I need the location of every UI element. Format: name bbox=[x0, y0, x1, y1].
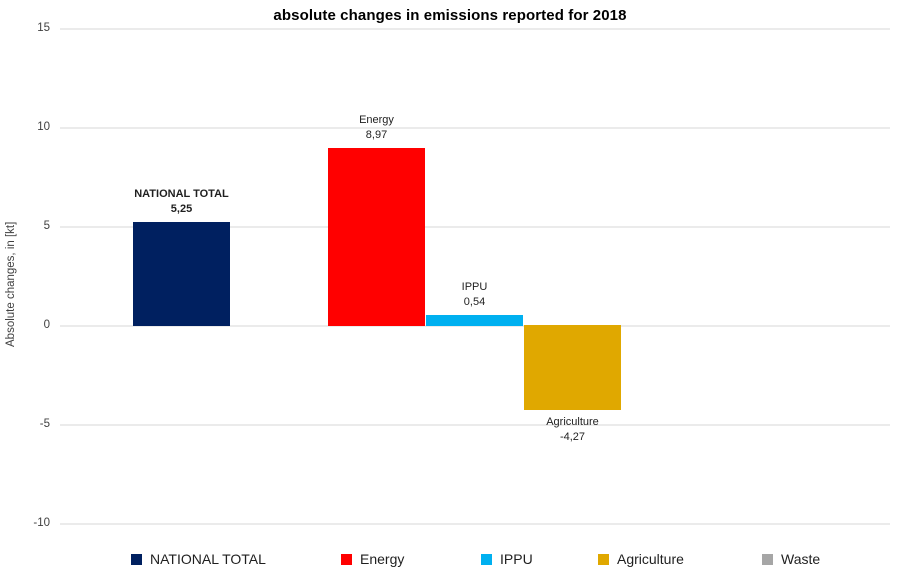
y-tick-label: 5 bbox=[43, 220, 50, 232]
bar-label-agriculture: Agriculture -4,27 bbox=[493, 415, 653, 445]
bar-ippu bbox=[426, 315, 523, 326]
bar-label-value: 0,54 bbox=[463, 296, 486, 309]
legend-swatch-icon bbox=[131, 553, 142, 565]
bar-energy bbox=[328, 148, 425, 326]
gridline-y--10 bbox=[60, 523, 890, 525]
y-tick-label: 10 bbox=[37, 121, 50, 133]
legend-item-agriculture: Agriculture bbox=[598, 551, 684, 567]
legend-item-waste: Waste bbox=[762, 551, 820, 567]
y-tick-label: 0 bbox=[43, 319, 50, 331]
y-tick-label: 15 bbox=[37, 22, 50, 34]
bar-label-value: 5,25 bbox=[170, 203, 193, 216]
bar-label-value: -4,27 bbox=[559, 430, 586, 443]
gridline-y-10 bbox=[60, 127, 890, 129]
bar-label-energy: Energy 8,97 bbox=[297, 113, 457, 143]
gridline-y-0 bbox=[60, 325, 890, 327]
legend-item-label: Waste bbox=[781, 551, 821, 567]
legend-swatch-icon bbox=[762, 553, 773, 565]
legend-item-ippu: IPPU bbox=[481, 551, 533, 567]
y-tick-label: -10 bbox=[33, 517, 50, 529]
chart-title: absolute changes in emissions reported f… bbox=[273, 7, 627, 24]
bar-agriculture bbox=[524, 325, 621, 410]
legend-item-national-total: NATIONAL TOTAL bbox=[131, 551, 266, 567]
legend-item-label: Energy bbox=[360, 551, 405, 567]
bar-national-total bbox=[133, 222, 230, 326]
bar-label-name: NATIONAL TOTAL bbox=[134, 188, 229, 201]
legend-swatch-icon bbox=[341, 553, 352, 565]
legend-swatch-icon bbox=[481, 553, 492, 565]
gridline-y--5 bbox=[60, 424, 890, 426]
bar-label-value: 8,97 bbox=[365, 129, 388, 142]
bar-label-name: Energy bbox=[359, 114, 394, 127]
bar-label-name: Agriculture bbox=[546, 415, 599, 428]
legend-item-label: NATIONAL TOTAL bbox=[150, 551, 266, 567]
gridline-y-15 bbox=[60, 28, 890, 30]
legend-item-energy: Energy bbox=[341, 551, 404, 567]
gridline-y-5 bbox=[60, 226, 890, 228]
bar-label-name: IPPU bbox=[461, 281, 488, 294]
legend-item-label: Agriculture bbox=[617, 551, 684, 567]
legend-swatch-icon bbox=[598, 553, 609, 565]
legend-item-label: IPPU bbox=[500, 551, 533, 567]
bar-label-ippu: IPPU 0,54 bbox=[395, 280, 555, 310]
bar-label-national-total: NATIONAL TOTAL 5,25 bbox=[102, 187, 262, 217]
y-tick-label: -5 bbox=[39, 418, 50, 430]
